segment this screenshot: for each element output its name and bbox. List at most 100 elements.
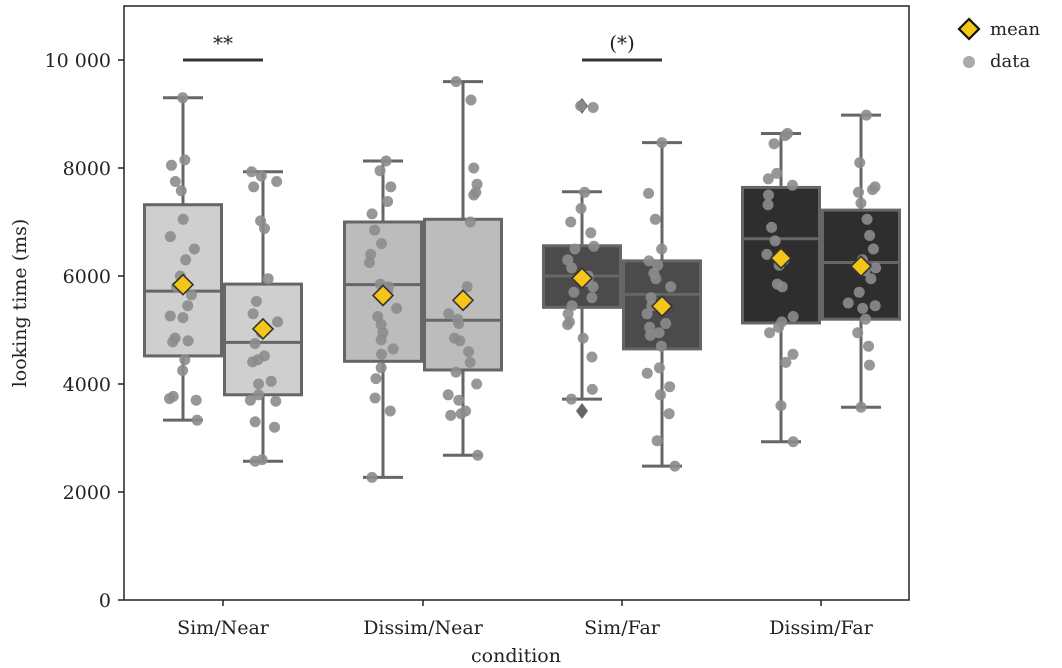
data-point (191, 414, 203, 426)
data-points (164, 76, 882, 483)
data-point (265, 375, 277, 387)
data-point (660, 318, 672, 330)
data-point (442, 389, 454, 401)
data-point (182, 335, 194, 347)
data-point (655, 389, 667, 401)
mean-marker (650, 295, 674, 318)
y-axis: 0 2000 4000 6000 8000 10 000 (45, 50, 124, 612)
mean-marker (570, 267, 594, 290)
data-point (177, 312, 189, 324)
mean-markers (171, 247, 873, 341)
data-point (867, 243, 879, 255)
data-point (190, 394, 202, 406)
data-point (453, 394, 465, 406)
data-point (575, 100, 587, 112)
data-point (779, 130, 791, 142)
data-point (188, 243, 200, 255)
data-point (586, 383, 598, 395)
data-point (665, 281, 677, 293)
data-point (450, 366, 462, 378)
y-tick-label: 0 (99, 590, 111, 612)
data-point (366, 208, 378, 220)
data-point (374, 165, 386, 177)
data-point (253, 389, 265, 401)
data-point (762, 173, 774, 185)
data-point (852, 327, 864, 339)
data-point (244, 394, 256, 406)
data-point (771, 167, 783, 179)
data-point (766, 221, 778, 233)
data-point (471, 178, 483, 190)
data-point (663, 408, 675, 420)
data-point (656, 137, 668, 149)
data-point (787, 348, 799, 360)
data-point (651, 435, 663, 447)
mean-marker (171, 273, 195, 296)
data-point (247, 356, 259, 368)
data-point (453, 318, 465, 330)
data-point (568, 286, 580, 298)
y-tick-label: 10 000 (45, 50, 111, 72)
data-point (587, 281, 599, 293)
data-point (177, 365, 189, 376)
data-point (565, 216, 577, 228)
data-point (773, 321, 785, 333)
data-point (369, 224, 381, 236)
data-point (182, 300, 194, 312)
data-point (363, 257, 375, 268)
data-point (762, 189, 774, 201)
data-point (366, 471, 378, 483)
data-point (250, 295, 262, 307)
data-point (853, 286, 865, 298)
data-point (565, 393, 577, 405)
y-tick-label: 4000 (63, 374, 111, 396)
mean-marker (849, 255, 873, 278)
data-point (246, 166, 258, 178)
data-point (270, 395, 282, 407)
y-axis-title: looking time (ms) (9, 219, 31, 388)
data-point (455, 408, 467, 420)
data-point (562, 319, 574, 331)
data-point (586, 292, 598, 304)
data-point (664, 381, 676, 393)
data-point (562, 308, 574, 320)
y-tick-label: 2000 (63, 482, 111, 504)
box (821, 208, 901, 321)
data-point (262, 273, 274, 285)
data-point (468, 162, 480, 174)
data-point (464, 356, 476, 368)
data-point (787, 311, 799, 322)
data-point (776, 281, 788, 293)
data-point (860, 109, 872, 121)
data-point (179, 154, 191, 166)
data-point (167, 336, 179, 348)
data-point (384, 405, 396, 417)
data-point (775, 400, 787, 412)
data-point (649, 213, 661, 225)
significance-annotations: ** (*) (183, 31, 662, 62)
x-tick-label: Dissim/Near (363, 617, 484, 639)
data-point (248, 181, 260, 193)
mean-marker (371, 284, 395, 307)
data-point (769, 235, 781, 247)
data-point (786, 179, 798, 191)
data-point (464, 216, 476, 228)
data-point (445, 409, 457, 421)
data-point (376, 238, 388, 250)
data-point (463, 346, 475, 358)
data-point (586, 351, 598, 363)
data-point (768, 138, 780, 150)
data-point (855, 401, 867, 413)
legend-data-marker (963, 56, 975, 68)
data-point (164, 310, 176, 322)
data-point (391, 302, 403, 314)
data-point (180, 254, 192, 266)
data-point (577, 332, 589, 344)
data-point (588, 240, 600, 252)
data-point (864, 230, 876, 241)
legend-data-label: data (990, 51, 1030, 72)
data-point (454, 335, 466, 347)
x-tick-label: Sim/Near (177, 617, 270, 639)
data-point (842, 297, 854, 309)
